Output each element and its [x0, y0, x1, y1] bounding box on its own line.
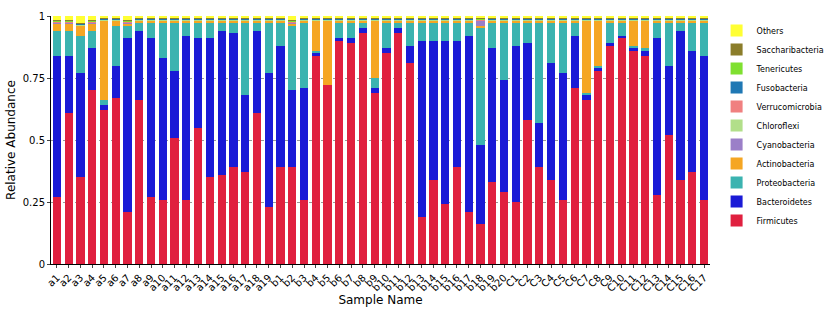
svg-text:a16: a16 — [217, 272, 238, 293]
svg-text:0.25: 0.25 — [23, 197, 45, 208]
svg-text:a18: a18 — [241, 272, 262, 293]
svg-text:b17: b17 — [452, 272, 473, 293]
svg-text:Sample Name: Sample Name — [338, 293, 422, 307]
svg-text:1: 1 — [39, 11, 45, 22]
svg-text:a12: a12 — [170, 272, 191, 293]
svg-text:b8: b8 — [351, 272, 368, 289]
svg-text:b9: b9 — [363, 272, 380, 289]
svg-text:b12: b12 — [394, 272, 415, 293]
svg-text:b14: b14 — [417, 272, 438, 293]
svg-text:b20: b20 — [488, 272, 509, 293]
svg-text:Tenericutes: Tenericutes — [756, 65, 803, 74]
svg-text:a7: a7 — [116, 272, 133, 289]
svg-text:b19: b19 — [476, 272, 497, 293]
svg-text:b1: b1 — [269, 272, 286, 289]
svg-text:0.75: 0.75 — [23, 73, 45, 84]
svg-text:b11: b11 — [382, 272, 403, 293]
svg-text:a13: a13 — [182, 272, 203, 293]
svg-text:a5: a5 — [92, 272, 109, 289]
svg-text:Firmicutes: Firmicutes — [757, 217, 798, 226]
svg-text:C6: C6 — [562, 272, 579, 289]
svg-text:C12: C12 — [629, 272, 651, 294]
svg-text:a3: a3 — [69, 272, 86, 289]
svg-text:C14: C14 — [652, 272, 674, 294]
svg-text:Fusobacteria: Fusobacteria — [757, 84, 808, 93]
svg-text:Cyanobacteria: Cyanobacteria — [757, 141, 815, 150]
svg-text:Others: Others — [757, 27, 784, 36]
svg-text:a15: a15 — [205, 272, 226, 293]
svg-text:a1: a1 — [45, 272, 62, 289]
svg-text:C5: C5 — [551, 272, 568, 289]
svg-text:a19: a19 — [253, 272, 274, 293]
svg-text:a6: a6 — [104, 272, 121, 289]
svg-text:C1: C1 — [504, 272, 521, 289]
svg-text:a14: a14 — [194, 272, 215, 293]
svg-text:a9: a9 — [139, 272, 156, 289]
svg-text:Relative Abundance: Relative Abundance — [4, 80, 18, 200]
svg-text:Verrucomicrobia: Verrucomicrobia — [757, 103, 822, 112]
svg-text:b3: b3 — [292, 272, 309, 289]
svg-text:C11: C11 — [617, 272, 639, 294]
svg-text:0.5: 0.5 — [29, 135, 45, 146]
svg-text:Bacteroidetes: Bacteroidetes — [757, 198, 812, 207]
svg-text:C15: C15 — [664, 272, 686, 294]
svg-text:Chloroflexi: Chloroflexi — [757, 122, 800, 131]
svg-text:Saccharibacteria: Saccharibacteria — [757, 46, 824, 55]
svg-text:0: 0 — [39, 259, 45, 270]
svg-text:a4: a4 — [81, 272, 98, 289]
svg-text:b10: b10 — [370, 272, 391, 293]
svg-text:Actinobacteria: Actinobacteria — [757, 160, 815, 169]
svg-text:C8: C8 — [586, 272, 603, 289]
svg-text:C7: C7 — [574, 272, 591, 289]
svg-text:a8: a8 — [128, 272, 145, 289]
svg-text:b18: b18 — [464, 272, 485, 293]
svg-text:b5: b5 — [316, 272, 333, 289]
svg-text:b4: b4 — [304, 272, 321, 289]
svg-text:b2: b2 — [280, 272, 297, 289]
svg-text:C4: C4 — [539, 272, 556, 289]
svg-text:Proteobacteria: Proteobacteria — [757, 179, 816, 188]
svg-text:C2: C2 — [515, 272, 532, 289]
svg-text:a10: a10 — [147, 272, 168, 293]
svg-text:C16: C16 — [676, 272, 698, 294]
svg-text:b16: b16 — [441, 272, 462, 293]
svg-text:C3: C3 — [527, 272, 544, 289]
svg-text:a11: a11 — [158, 272, 179, 293]
svg-text:C13: C13 — [640, 272, 662, 294]
svg-text:C10: C10 — [605, 272, 627, 294]
svg-text:a17: a17 — [229, 272, 250, 293]
svg-text:b7: b7 — [339, 272, 356, 289]
svg-text:b6: b6 — [327, 272, 344, 289]
svg-text:a2: a2 — [57, 272, 74, 289]
svg-text:b13: b13 — [405, 272, 426, 293]
svg-text:C17: C17 — [687, 272, 709, 294]
svg-text:b15: b15 — [429, 272, 450, 293]
svg-text:C9: C9 — [598, 272, 615, 289]
